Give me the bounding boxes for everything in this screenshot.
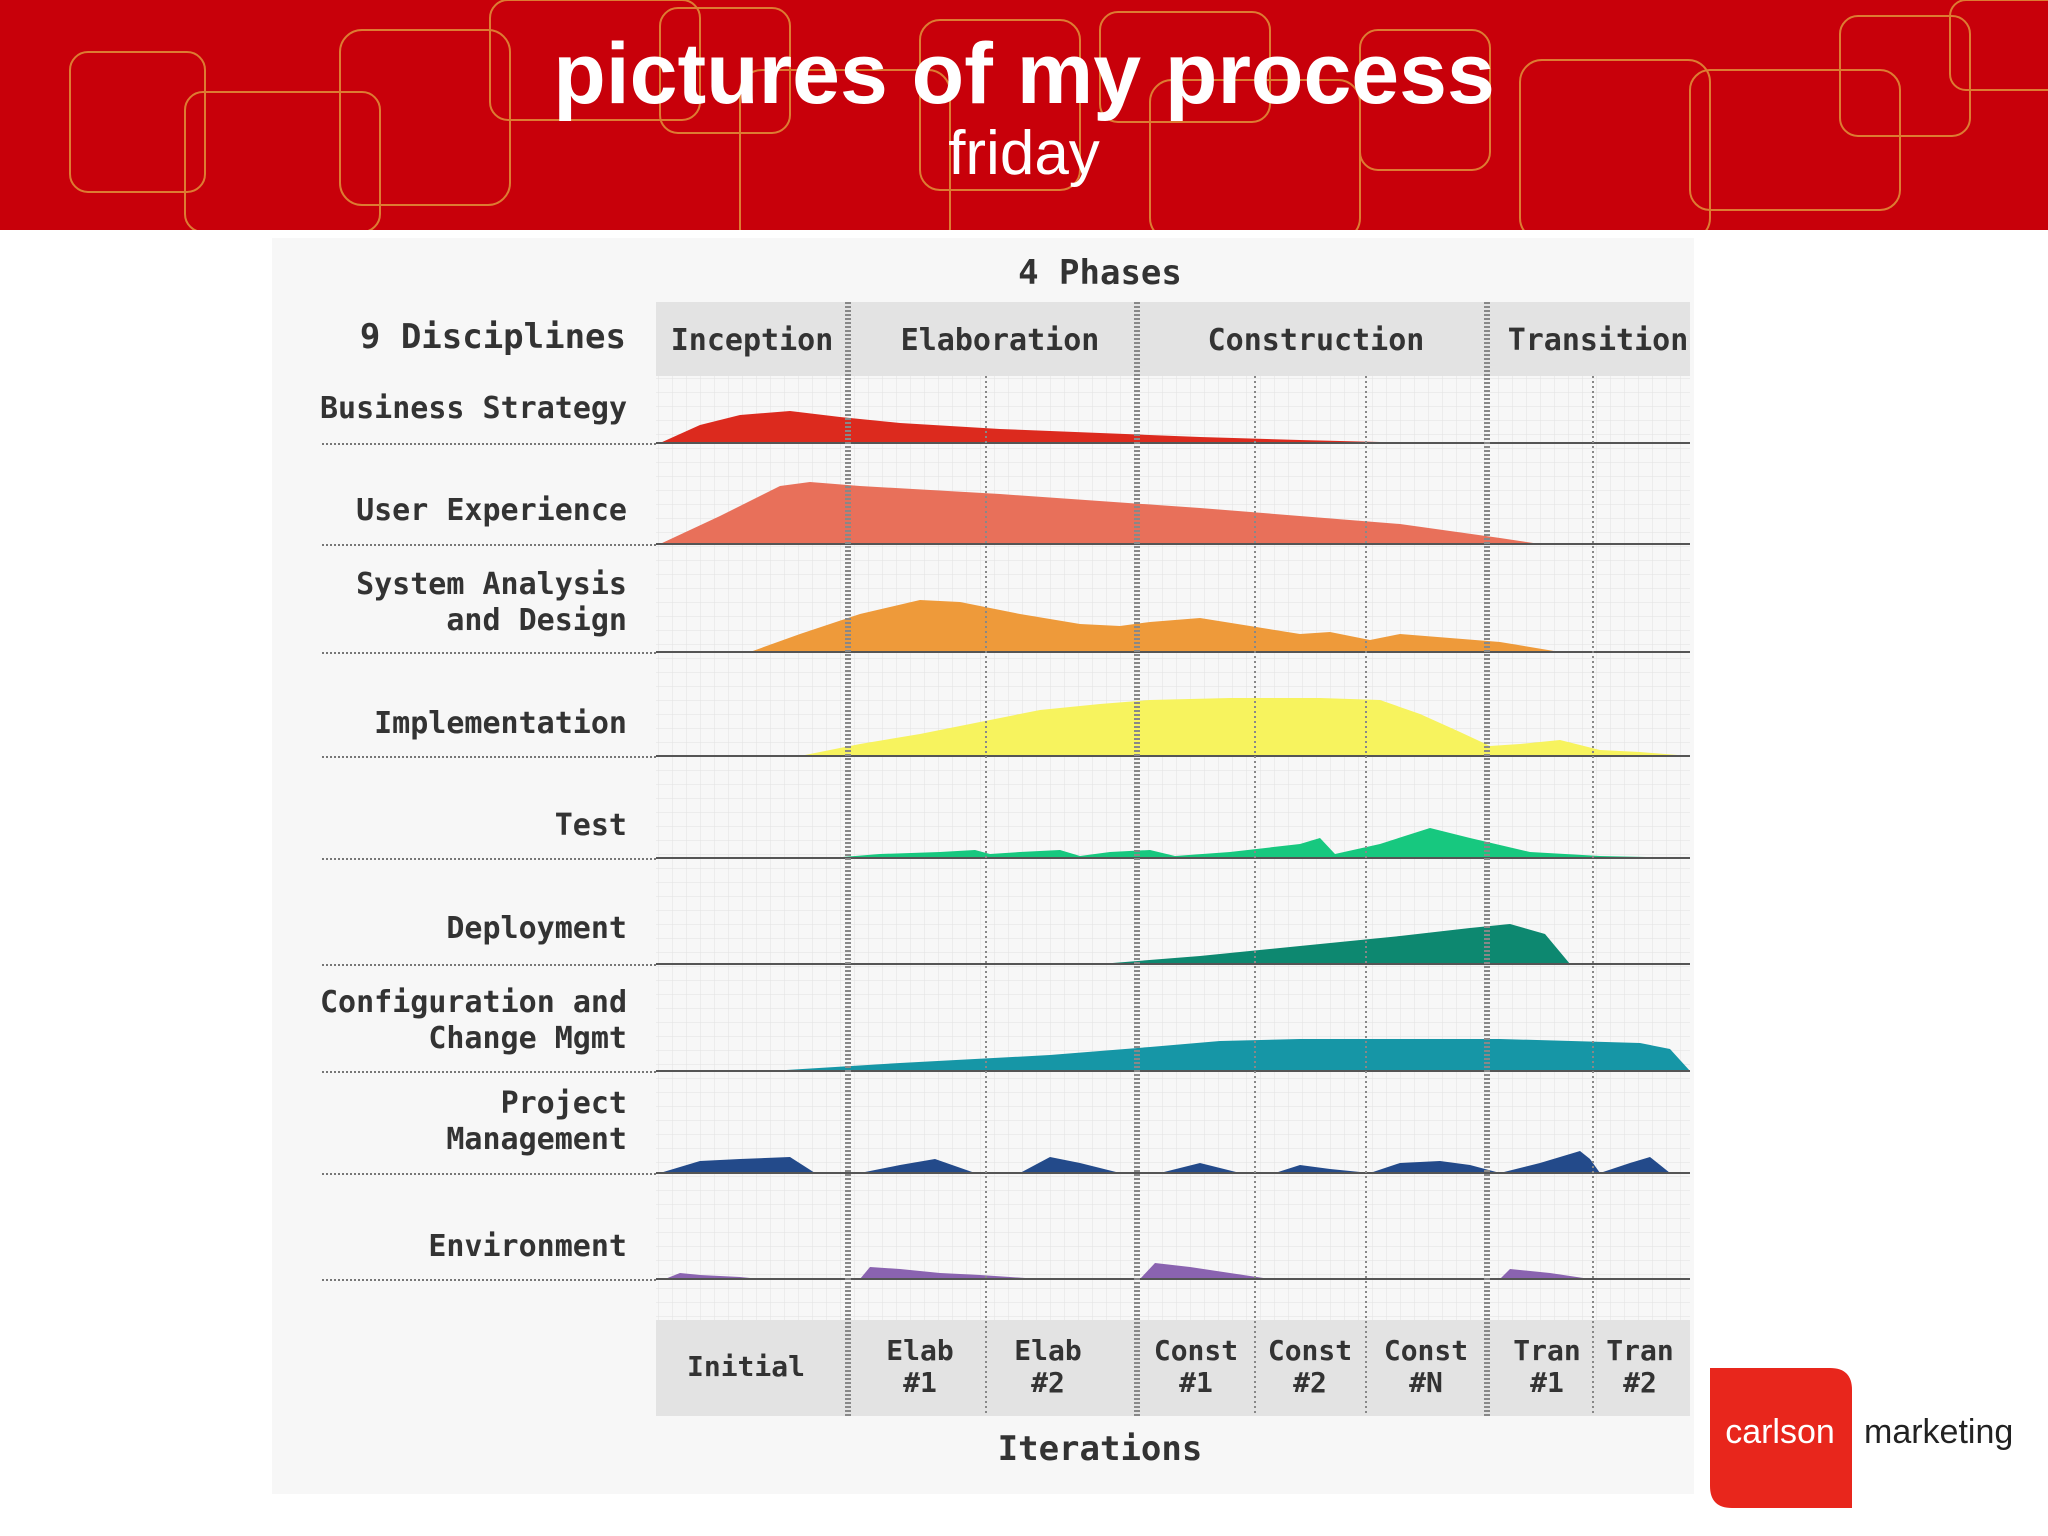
slide-header: pictures of my process friday bbox=[0, 0, 2048, 230]
discipline-label-implementation: Implementation bbox=[374, 706, 627, 741]
phase-header-band bbox=[656, 302, 1690, 376]
iteration-label-const-1: Const bbox=[1154, 1334, 1238, 1367]
curve-environment bbox=[665, 1263, 1590, 1279]
iteration-label-elab-1: Elab bbox=[886, 1334, 953, 1367]
phase-label-inception: Inception bbox=[671, 323, 834, 358]
phase-label-transition: Transition bbox=[1508, 323, 1689, 358]
iteration-label-tran-2: Tran bbox=[1606, 1334, 1673, 1367]
discipline-curves bbox=[660, 411, 1690, 1279]
iteration-labels: Initial Elab#1Elab#2Const#1Const#2Const#N… bbox=[687, 1334, 1674, 1399]
iteration-label-const-2: Const bbox=[1268, 1334, 1352, 1367]
curve-system-analysis-and-design bbox=[750, 600, 1560, 652]
iteration-label-tran-1: #1 bbox=[1530, 1366, 1564, 1399]
iterations-title: Iterations bbox=[998, 1429, 1203, 1469]
phase-labels: Inception Elaboration Construction Transiti… bbox=[671, 323, 1689, 358]
iteration-dividers bbox=[845, 302, 1594, 1416]
curve-deployment bbox=[1100, 924, 1570, 964]
curve-project-management bbox=[660, 1151, 1670, 1173]
iteration-label-const-n: Const bbox=[1384, 1334, 1468, 1367]
curve-user-experience bbox=[660, 482, 1540, 544]
curve-business-strategy bbox=[660, 411, 1440, 443]
discipline-label-project-management: Project bbox=[501, 1086, 627, 1121]
logo-word-marketing: marketing bbox=[1864, 1413, 2014, 1451]
disciplines-title: 9 Disciplines bbox=[360, 317, 626, 357]
discipline-label-configuration-and-change-mgmt: Change Mgmt bbox=[428, 1021, 627, 1056]
discipline-label-environment: Environment bbox=[428, 1229, 627, 1264]
slide-subtitle: friday bbox=[948, 119, 1100, 188]
carlson-logo-mark bbox=[1710, 1368, 1852, 1508]
discipline-baselines bbox=[322, 442, 1690, 1281]
iteration-label-tran-1: Tran bbox=[1513, 1334, 1580, 1367]
discipline-label-deployment: Deployment bbox=[446, 911, 627, 946]
phase-label-elaboration: Elaboration bbox=[901, 323, 1100, 358]
iteration-footer-band bbox=[656, 1320, 1690, 1416]
iteration-label-elab-2: #2 bbox=[1031, 1366, 1065, 1399]
discipline-label-project-management: Management bbox=[446, 1122, 627, 1157]
iteration-label-const-n: #N bbox=[1409, 1366, 1443, 1399]
iteration-label-tran-2: #2 bbox=[1623, 1366, 1657, 1399]
curve-configuration-and-change-mgmt bbox=[770, 1039, 1690, 1071]
logo-word-carlson: carlson bbox=[1725, 1413, 1835, 1451]
discipline-label-system-analysis-and-design: System Analysis bbox=[356, 567, 627, 602]
discipline-label-test: Test bbox=[555, 808, 627, 843]
discipline-label-configuration-and-change-mgmt: Configuration and bbox=[320, 985, 627, 1020]
iteration-label-elab-1: #1 bbox=[903, 1366, 937, 1399]
slide-title: pictures of my process bbox=[553, 26, 1495, 122]
discipline-labels: Business Strategy User Experience System A… bbox=[320, 391, 627, 1264]
curve-implementation bbox=[800, 698, 1690, 756]
iteration-label-initial: Initial bbox=[687, 1350, 805, 1383]
iteration-label-const-2: #2 bbox=[1293, 1366, 1327, 1399]
curve-test bbox=[830, 828, 1690, 858]
iteration-label-elab-2: Elab bbox=[1014, 1334, 1081, 1367]
phases-title: 4 Phases bbox=[1018, 253, 1182, 293]
phase-label-construction: Construction bbox=[1208, 323, 1425, 358]
discipline-label-system-analysis-and-design: and Design bbox=[446, 603, 627, 638]
iteration-label-const-1: #1 bbox=[1179, 1366, 1213, 1399]
discipline-label-business-strategy: Business Strategy bbox=[320, 391, 627, 426]
discipline-label-user-experience: User Experience bbox=[356, 493, 627, 528]
header-decoration bbox=[69, 0, 2048, 230]
